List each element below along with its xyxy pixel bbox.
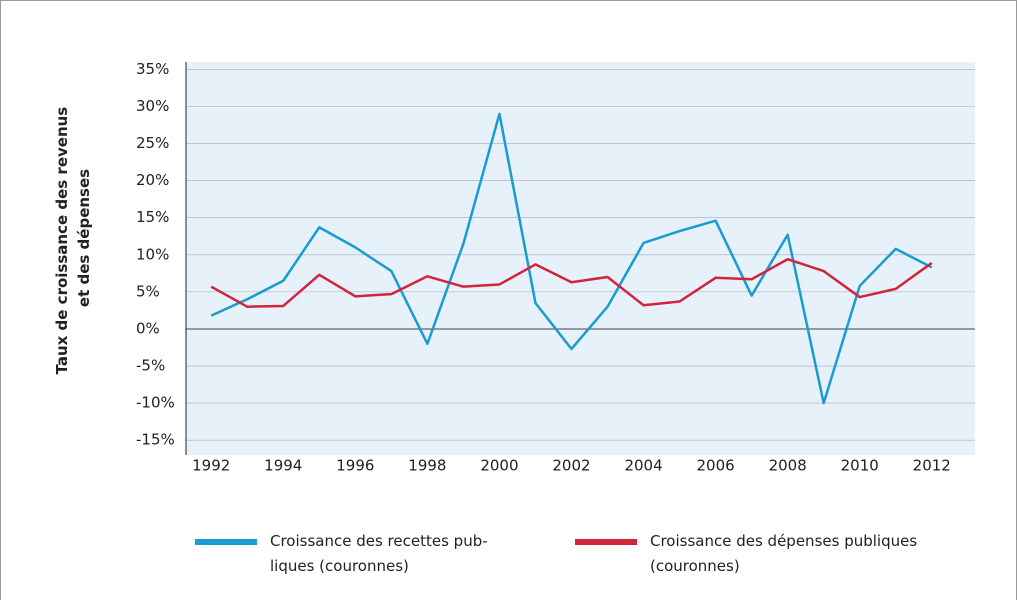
y-tick-label: 35% bbox=[136, 60, 169, 78]
legend-label: Croissance des recettes pub-liques (cour… bbox=[270, 532, 488, 575]
x-tick-label: 2008 bbox=[769, 457, 807, 475]
y-tick-label: -15% bbox=[136, 431, 175, 449]
x-tick-label: 2010 bbox=[841, 457, 879, 475]
y-axis-label: Taux de croissance des revenus et des dé… bbox=[53, 102, 93, 375]
legend-label-line: Croissance des dépenses publiques bbox=[650, 532, 917, 550]
y-tick-label: 5% bbox=[136, 282, 160, 300]
legend-swatch bbox=[195, 539, 257, 545]
y-tick-label: -5% bbox=[136, 357, 165, 375]
y-tick-label: 10% bbox=[136, 245, 169, 263]
y-tick-label: 0% bbox=[136, 319, 160, 337]
x-tick-label: 2006 bbox=[697, 457, 735, 475]
y-axis-label-line: Taux de croissance des revenus bbox=[53, 107, 71, 375]
y-tick-label: 15% bbox=[136, 208, 169, 226]
data-line bbox=[210, 257, 933, 308]
y-tick-label: -10% bbox=[136, 394, 175, 412]
legend-swatch bbox=[575, 539, 637, 545]
data-line bbox=[210, 112, 933, 405]
legend-label: Croissance des dépenses publiques (couron… bbox=[650, 532, 917, 575]
x-tick-label: 2004 bbox=[624, 457, 662, 475]
x-tick-label: 1994 bbox=[264, 457, 302, 475]
x-tick-label: 2002 bbox=[552, 457, 590, 475]
x-tick-label: 2000 bbox=[480, 457, 518, 475]
legend-label-line: (couronnes) bbox=[650, 557, 740, 575]
y-tick-label: 25% bbox=[136, 134, 169, 152]
legend-label-line: Croissance des recettes pub- bbox=[270, 532, 488, 550]
plot-area bbox=[186, 62, 975, 455]
x-tick-label: 1992 bbox=[192, 457, 230, 475]
y-tick-label: 30% bbox=[136, 97, 169, 115]
x-tick-label: 2012 bbox=[913, 457, 951, 475]
legend-label-line: liques (couronnes) bbox=[270, 557, 409, 575]
y-tick-label: 20% bbox=[136, 171, 169, 189]
x-tick-label: 1996 bbox=[336, 457, 374, 475]
x-tick-label: 1998 bbox=[408, 457, 446, 475]
y-axis-label-line: et des dépenses bbox=[75, 169, 93, 307]
